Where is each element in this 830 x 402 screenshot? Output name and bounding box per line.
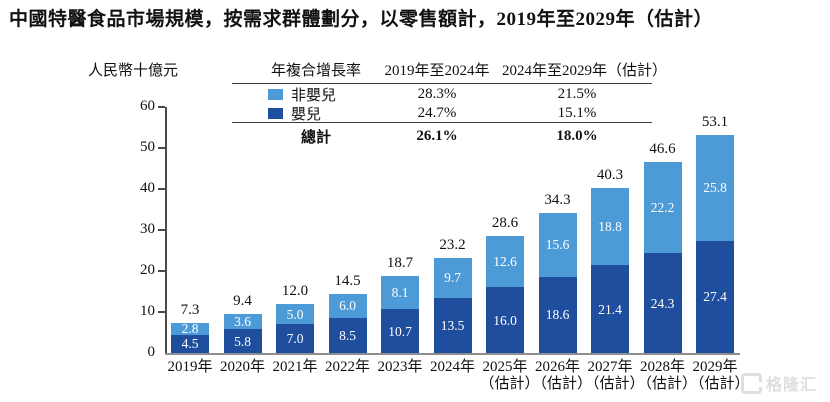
bar-total-label: 9.4 [233, 293, 252, 310]
y-tick-label: 10 [140, 303, 155, 319]
y-tick [158, 270, 165, 272]
stacked-bar-2028年（估計）: 22.2 24.3 46.6 [643, 141, 682, 353]
bar-total-label: 12.0 [281, 282, 309, 299]
x-axis-label: 2019年 [167, 359, 213, 375]
watermark: 格隆汇 [741, 371, 817, 395]
x-axis-line [165, 352, 740, 355]
stacked-bar-2023年: 8.1 10.7 18.7 [381, 255, 419, 353]
segment-非嬰兒: 25.8 [696, 134, 734, 241]
x-axis-label: 2027年 （估計） [584, 359, 645, 392]
y-tick [158, 147, 165, 149]
gelonghui-logo-icon [741, 372, 762, 394]
stacked-bar-2022年: 6.0 8.5 14.5 [328, 273, 367, 353]
segment-嬰兒: 5.8 [223, 329, 262, 353]
segment-嬰兒: 18.6 [538, 276, 577, 353]
segment-嬰兒: 7.0 [276, 324, 314, 353]
cagr-row-infant: 嬰兒 24.7% 15.1% [232, 103, 652, 123]
table-rule-bottom [232, 122, 652, 123]
infant-cagr-2019-2024: 24.7% [417, 105, 457, 121]
x-axis-label: 2028年 （估計） [636, 359, 697, 392]
cagr-header-row: 年複合增長率 2019年至2024年 2024年至2029年（估計） [232, 56, 668, 83]
x-axis-label: 2026年 （估計） [531, 359, 592, 392]
non-infant-label: 非嬰兒 [291, 88, 337, 104]
cagr-row-non-infant: 非嬰兒 28.3% 21.5% [232, 84, 652, 104]
y-tick-label: 20 [140, 262, 155, 278]
x-axis-label: 2020年 [219, 359, 265, 375]
y-tick [158, 229, 165, 231]
stacked-bar-2020年: 3.6 5.8 9.4 [223, 293, 262, 353]
cagr-header-2024-2029: 2024年至2029年（估計） [502, 63, 668, 79]
segment-非嬰兒: 3.6 [223, 314, 262, 330]
segment-非嬰兒: 5.0 [276, 303, 314, 325]
non-infant-cagr-2024-2029: 21.5% [557, 86, 597, 102]
segment-嬰兒: 8.5 [328, 318, 367, 353]
total-label: 總計 [300, 130, 331, 146]
segment-非嬰兒: 2.8 [171, 322, 209, 336]
bar-total-label: 14.5 [334, 272, 361, 289]
stacked-bar-2019年: 2.8 4.5 7.3 [171, 302, 209, 353]
segment-嬰兒: 27.4 [696, 240, 734, 353]
bar-total-label: 28.6 [491, 214, 519, 231]
cagr-legend-table: 年複合增長率 2019年至2024年 2024年至2029年（估計） 非嬰兒 2… [232, 56, 668, 150]
segment-非嬰兒: 18.8 [591, 188, 629, 266]
y-tick [158, 106, 165, 108]
x-axis-label: 2029年 （估計） [689, 359, 750, 392]
chart-title: 中國特醫食品市場規模，按需求群體劃分，以零售額計，2019年至2029年（估計） [9, 9, 714, 30]
total-cagr-2019-2024: 26.1% [416, 128, 458, 144]
x-axis-label: 2021年 [272, 359, 318, 375]
stacked-bar-2024年: 9.7 13.5 23.2 [433, 237, 472, 353]
x-axis-label: 2022年 [324, 359, 370, 375]
stacked-bar-2029年（估計）: 25.8 27.4 53.1 [696, 114, 734, 353]
segment-嬰兒: 13.5 [433, 297, 472, 353]
y-axis-line [165, 107, 167, 353]
y-tick-label: 0 [147, 344, 156, 360]
segment-非嬰兒: 8.1 [381, 275, 419, 310]
segment-嬰兒: 10.7 [381, 309, 419, 353]
y-tick-label: 50 [140, 139, 155, 155]
x-axis-label: 2023年 [377, 359, 423, 375]
stacked-bar-2027年（估計）: 18.8 21.4 40.3 [591, 167, 629, 353]
non-infant-legend-swatch [268, 89, 283, 100]
segment-非嬰兒: 22.2 [643, 162, 682, 254]
bar-total-label: 40.3 [596, 167, 624, 184]
x-axis-label: 2024年 [429, 359, 475, 375]
infant-legend-swatch [268, 108, 283, 119]
cagr-header-2019-2024: 2019年至2024年 [384, 63, 490, 79]
segment-嬰兒: 21.4 [591, 265, 629, 353]
segment-非嬰兒: 6.0 [328, 293, 367, 319]
segment-嬰兒: 4.5 [171, 334, 209, 353]
stacked-bar-2026年（估計）: 15.6 18.6 34.3 [538, 192, 577, 353]
y-tick-label: 40 [140, 180, 155, 196]
infant-cagr-2024-2029: 15.1% [557, 105, 597, 121]
stacked-bar-2021年: 5.0 7.0 12.0 [276, 283, 314, 353]
stacked-bar-chart: 0 10 20 30 40 50 60 2.8 4.5 7.3 2019年 3.6 5.8 9.4 2020… [140, 98, 750, 392]
infant-label: 嬰兒 [291, 107, 322, 123]
watermark-text: 格隆汇 [766, 377, 818, 394]
y-tick-label: 60 [140, 98, 155, 114]
segment-嬰兒: 24.3 [643, 253, 682, 353]
bar-total-label: 23.2 [439, 236, 466, 253]
stacked-bar-2025年（估計）: 12.6 16.0 28.6 [486, 215, 524, 353]
bar-total-label: 34.3 [544, 191, 571, 208]
y-tick [158, 188, 165, 190]
bar-total-label: 7.3 [180, 302, 200, 319]
cagr-row-total: 總計 26.1% 18.0% [232, 123, 652, 150]
y-tick-label: 30 [140, 221, 155, 237]
segment-非嬰兒: 15.6 [538, 212, 577, 277]
total-cagr-2024-2029: 18.0% [556, 128, 598, 144]
bar-total-label: 18.7 [386, 254, 414, 271]
non-infant-cagr-2019-2024: 28.3% [417, 86, 457, 102]
cagr-header-metric: 年複合增長率 [270, 63, 361, 79]
bar-total-label: 46.6 [649, 141, 676, 158]
segment-非嬰兒: 12.6 [486, 235, 524, 288]
y-axis-unit-label: 人民幣十億元 [88, 63, 179, 79]
segment-非嬰兒: 9.7 [433, 257, 472, 298]
y-tick [158, 311, 165, 313]
x-axis-label: 2025年 （估計） [479, 359, 540, 392]
segment-嬰兒: 16.0 [486, 287, 524, 353]
bar-total-label: 53.1 [701, 113, 729, 130]
table-rule-top [232, 83, 652, 84]
